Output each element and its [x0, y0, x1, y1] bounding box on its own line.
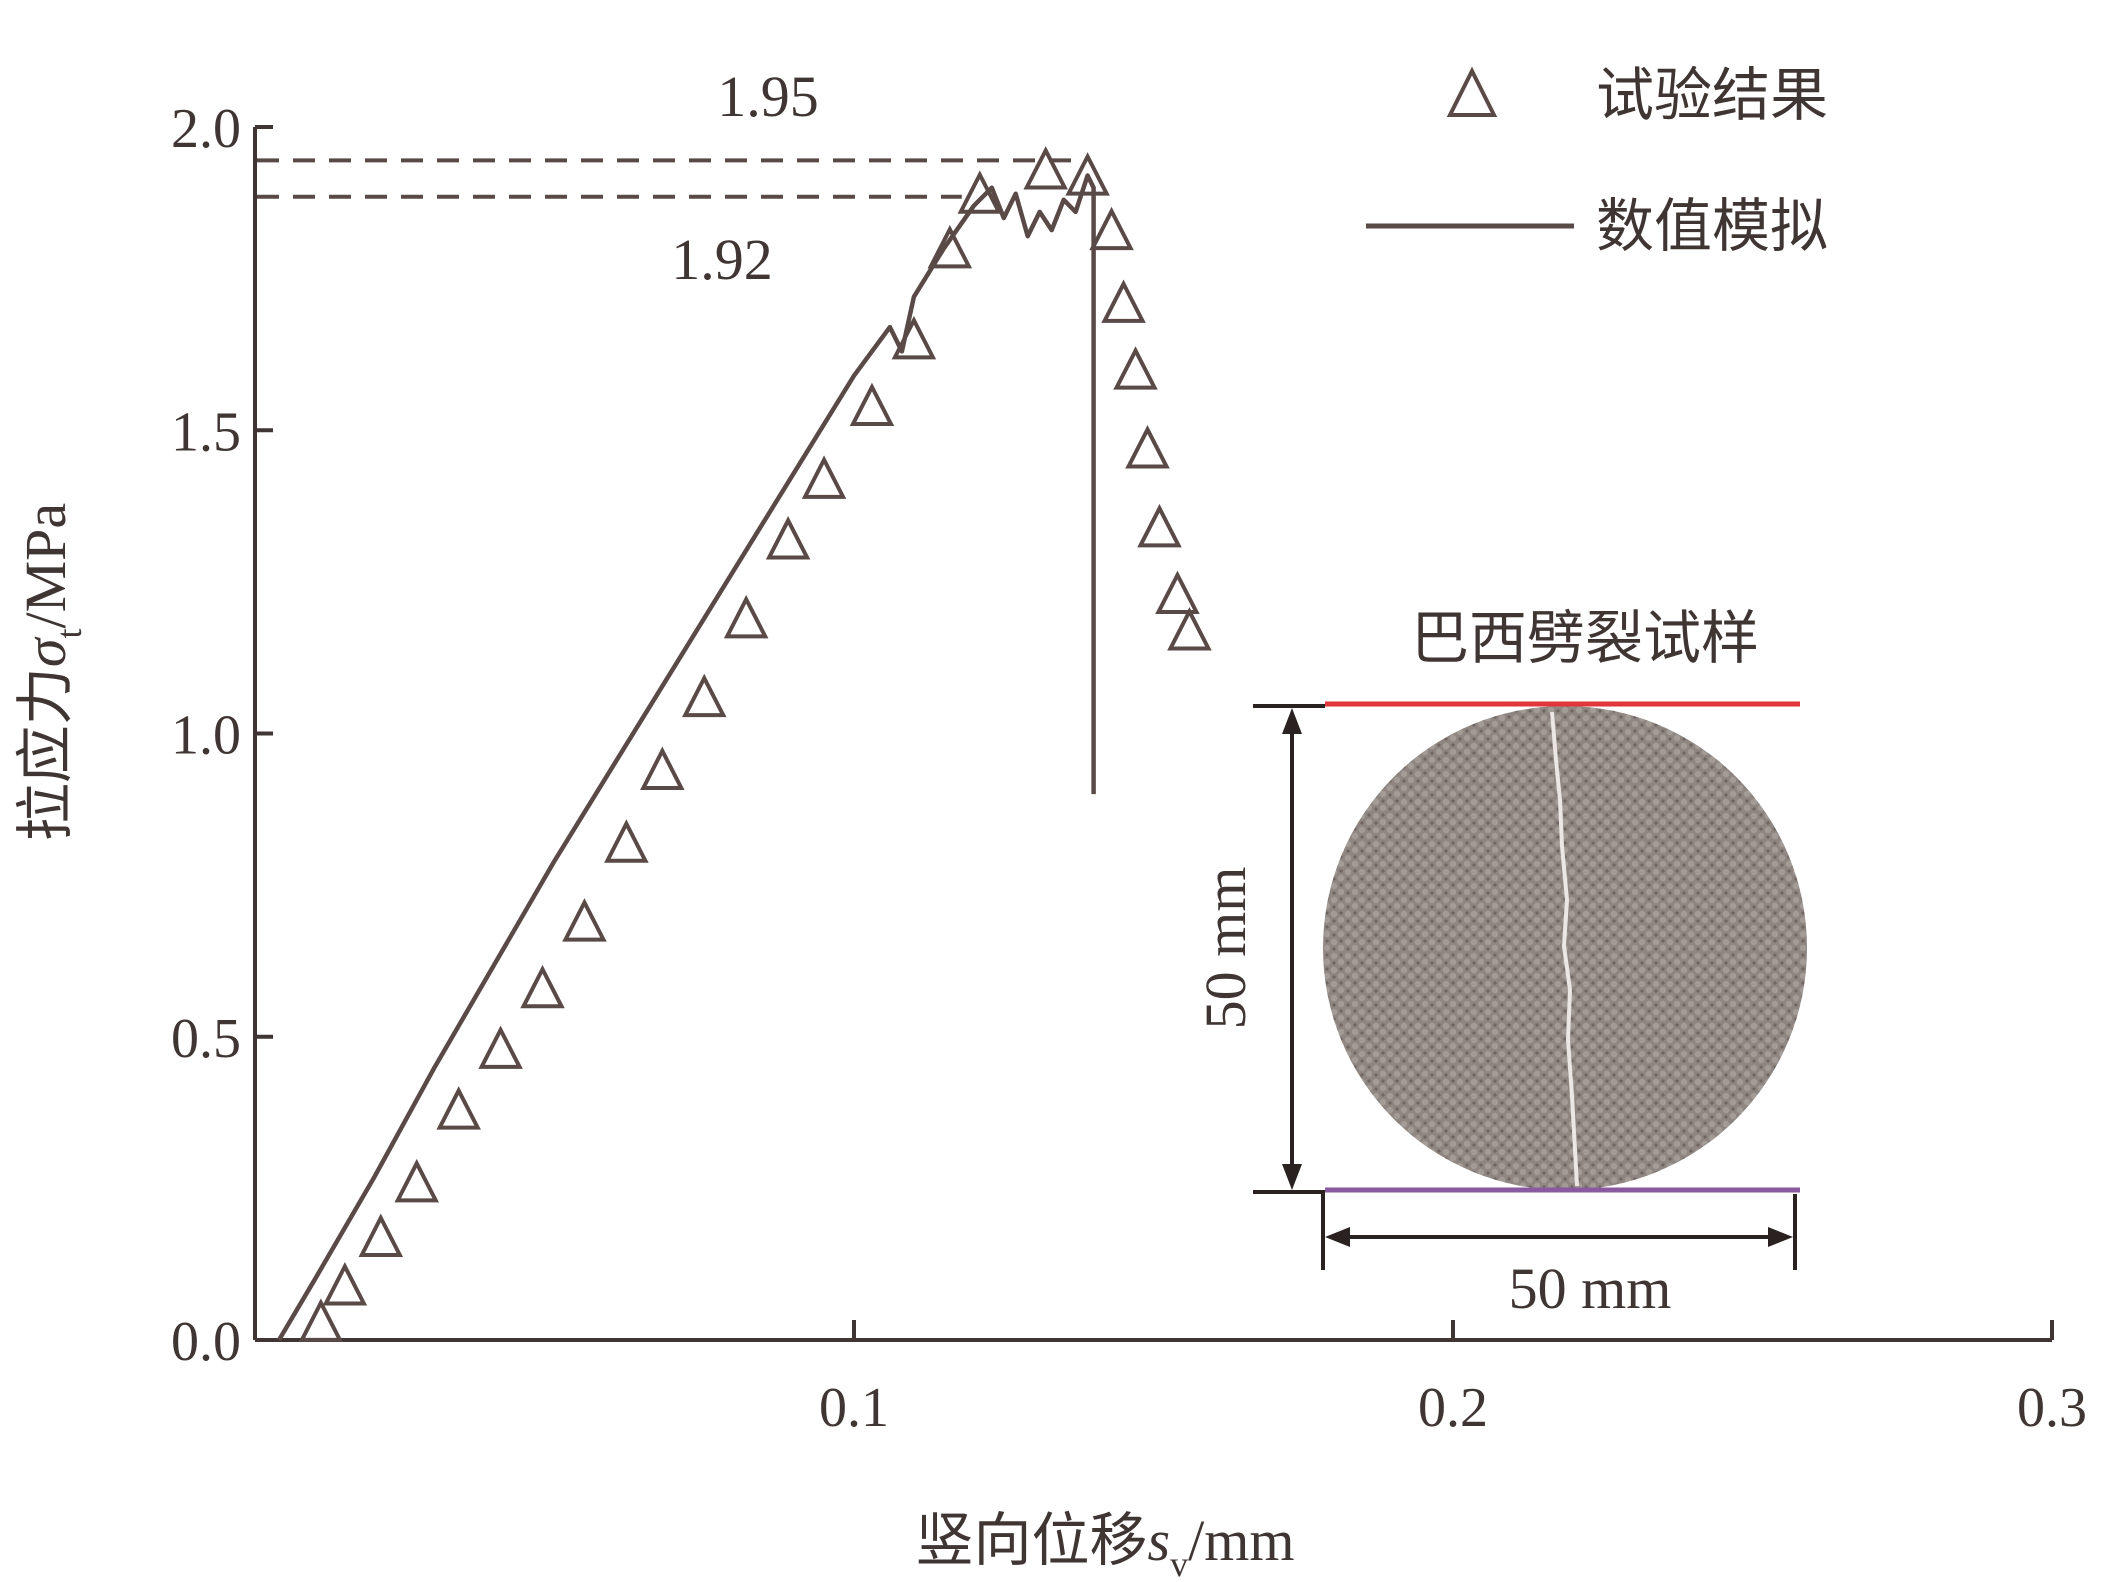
height-dim-arrow-down — [1282, 1164, 1302, 1190]
experiment-point — [849, 382, 895, 427]
experiment-point — [358, 1213, 404, 1257]
experiment-point — [1101, 279, 1146, 323]
x-tick-label: 0.3 — [2017, 1377, 2087, 1439]
legend-label-experiment: 试验结果 — [1596, 61, 1828, 129]
y-ticks: 0.0 0.5 1.0 1.5 2.0 — [171, 98, 273, 1373]
experiment-point — [436, 1086, 481, 1130]
height-dim-arrow-up — [1282, 708, 1302, 734]
experiment-point — [604, 819, 649, 863]
y-axis-label-var: σ — [13, 636, 78, 667]
experiment-point — [891, 315, 937, 360]
simulation-line — [277, 173, 1096, 1342]
x-axis-label: 竖向位移sv/mm — [916, 1508, 1295, 1582]
experiment-point — [1155, 570, 1200, 615]
legend: 试验结果 数值模拟 — [1366, 61, 1828, 260]
reference-lines — [257, 158, 1076, 199]
y-tick-label: 0.0 — [171, 1311, 241, 1373]
y-tick-label: 0.5 — [171, 1008, 241, 1070]
x-tick-label: 0.2 — [1418, 1377, 1488, 1439]
y-tick-label: 1.0 — [171, 705, 241, 767]
experiment-point — [1065, 152, 1110, 196]
legend-triangle-icon — [1446, 66, 1498, 117]
experiment-series — [298, 146, 1212, 1342]
experiment-point — [1125, 425, 1170, 469]
experiment-point — [1089, 206, 1134, 251]
width-dim-arrow-left — [1325, 1227, 1350, 1247]
x-ticks: 0.1 0.2 0.3 — [819, 1320, 2087, 1439]
axes — [253, 127, 2052, 1342]
width-label: 50 mm — [1509, 1256, 1672, 1321]
experiment-point — [765, 516, 811, 560]
experiment-point — [957, 170, 1003, 214]
specimen-crack — [1550, 711, 1579, 1187]
experiment-point — [1113, 346, 1158, 390]
peak-label-1-95: 1.95 — [717, 64, 819, 129]
y-axis-label-main: 拉应力 — [13, 667, 78, 841]
width-dim-arrow-right — [1768, 1227, 1793, 1247]
simulation-series — [277, 173, 1096, 1342]
peak-label-1-92: 1.92 — [671, 227, 773, 292]
legend-label-simulation: 数值模拟 — [1596, 192, 1828, 260]
y-axis-label: 拉应力σt/MPa — [13, 503, 89, 841]
experiment-point — [1023, 146, 1068, 190]
experiment-point — [478, 1025, 523, 1069]
experiment-point — [394, 1158, 440, 1203]
inset-title: 巴西劈裂试样 — [1411, 604, 1759, 672]
experiment-point — [801, 455, 847, 499]
x-axis-label-main: 竖向位移 — [916, 1508, 1148, 1573]
experiment-point — [927, 224, 973, 269]
x-axis-label-unit: /mm — [1188, 1508, 1294, 1573]
y-axis-label-sub: t — [49, 629, 89, 639]
experiment-point — [723, 594, 769, 639]
experiment-point — [640, 746, 685, 790]
experiment-point — [520, 964, 565, 1009]
x-axis-label-var: s — [1148, 1508, 1171, 1573]
inset-specimen: 巴西劈裂试样 50 mm 50 mm — [1193, 604, 1807, 1321]
height-label: 50 mm — [1193, 867, 1258, 1030]
x-axis-label-sub: v — [1170, 1544, 1188, 1582]
y-tick-label: 2.0 — [171, 98, 241, 160]
experiment-point — [298, 1298, 344, 1342]
experiment-point — [1167, 607, 1212, 651]
experiment-point — [681, 673, 727, 718]
y-axis-label-unit: /MPa — [13, 503, 78, 629]
experiment-point — [1137, 503, 1182, 548]
y-tick-label: 1.5 — [171, 401, 241, 463]
experiment-point — [562, 898, 607, 942]
experiment-point — [322, 1262, 368, 1306]
x-tick-label: 0.1 — [819, 1377, 889, 1439]
